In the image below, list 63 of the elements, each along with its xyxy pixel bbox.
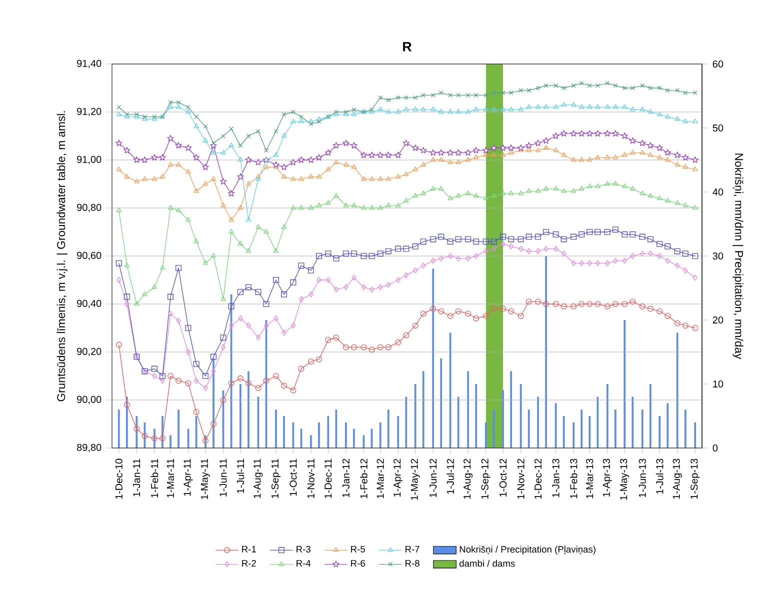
y-tick-label: 91,40	[77, 60, 102, 68]
x-tick-label: 1-Feb-12	[360, 458, 368, 498]
x-tick-label: 1-May-13	[620, 458, 630, 500]
y-tick-label: 91,20	[77, 108, 102, 116]
legend-label: R-5	[351, 546, 365, 552]
x-tick-label: 1-Aug-13	[672, 458, 682, 499]
x-tick-label: 1-Jul-11	[236, 458, 244, 494]
x-tick-label: 1-May-12	[410, 458, 420, 500]
x-tick-label: 1-Jun-11	[220, 458, 227, 496]
x-tick-label: 1-Aug-12	[464, 458, 473, 499]
x-tick-label: 1-Nov-12	[517, 458, 524, 499]
x-tick-label: 1-Sep-13	[690, 458, 700, 499]
y-tick-label: 91,00	[77, 156, 102, 164]
y-tick-label: 89,80	[77, 444, 102, 452]
legend-label: dambi / dams	[460, 560, 515, 567]
x-tick-label: 1-Dec-10	[115, 458, 122, 499]
x-tick-label: 1-Dec-12	[534, 458, 542, 499]
x-tick-label: 1-Jul-13	[656, 458, 664, 494]
x-tick-label: 1-Oct-11	[290, 458, 297, 496]
x-tick-label: 1-Dec-11	[324, 458, 332, 498]
y-tick-label: 90,20	[77, 348, 102, 356]
x-tick-label: 1-Mar-11	[167, 458, 174, 498]
y2-axis-title: Nokrišņi, mm/dnn | Precipitation, mm/day	[732, 154, 744, 360]
legend-label: R-7	[406, 546, 420, 552]
x-tick-label: 1-Jun-13	[638, 458, 646, 498]
legend-label: R-2	[242, 560, 256, 567]
legend-label: R-3	[296, 546, 310, 553]
legend-label: R-8	[406, 560, 420, 567]
x-tick-label: 1-Apr-12	[394, 458, 403, 497]
y2-tick-label: 20	[712, 316, 724, 324]
x-tick-label: 1-Feb-11	[150, 458, 158, 498]
x-tick-label: 1-Mar-12	[376, 458, 384, 498]
y2-tick-label: 60	[712, 60, 724, 68]
y-axis-title: Gruntsūdens līmenis, m v.j.l. | Groundwater table, m amsl.	[56, 111, 68, 402]
x-tick-label: 1-Jan-11	[133, 458, 140, 496]
y-tick-label: 90,80	[77, 204, 102, 212]
y-tick-label: 90,60	[77, 252, 102, 260]
y2-tick-label: 0	[712, 444, 718, 452]
x-tick-label: 1-Sep-12	[481, 458, 490, 499]
y2-tick-label: 50	[712, 124, 724, 132]
chart-title: R	[403, 42, 412, 52]
legend-label: Nokrišņi / Precipitation (Pļaviņas)	[460, 546, 596, 555]
y-tick-label: 90,00	[77, 396, 102, 404]
x-tick-label: 1-Sep-11	[271, 458, 281, 498]
x-tick-label: 1-Feb-13	[570, 458, 578, 498]
x-tick-label: 1-Jan-13	[552, 458, 560, 498]
x-tick-label: 1-Apr-13	[602, 458, 612, 497]
x-tick-label: 1-Aug-11	[254, 458, 263, 498]
legend-label: R-4	[296, 560, 311, 566]
x-tick-label: 1-Jul-12	[446, 458, 454, 494]
x-tick-label: 1-Nov-11	[307, 458, 314, 498]
y2-tick-label: 30	[712, 252, 724, 260]
y2-tick-label: 40	[712, 188, 724, 196]
x-tick-label: 1-Apr-11	[184, 458, 193, 496]
y2-tick-label: 10	[713, 380, 724, 388]
x-tick-label: 1-Oct-12	[500, 458, 507, 497]
legend-label: R-1	[242, 546, 256, 552]
x-tick-label: 1-Mar-13	[586, 458, 594, 498]
x-tick-label: 1-Jun-12	[430, 458, 437, 498]
x-tick-label: 1-Jan-12	[342, 458, 350, 498]
y-tick-label: 90,40	[77, 300, 102, 308]
x-tick-label: 1-May-11	[200, 458, 210, 500]
legend-label: R-6	[351, 560, 365, 567]
